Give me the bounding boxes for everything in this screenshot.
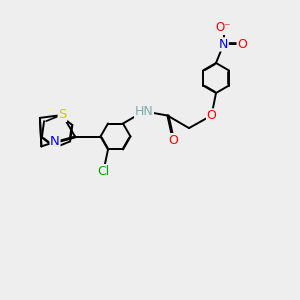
Text: O: O: [207, 109, 216, 122]
Text: N: N: [219, 38, 228, 51]
Text: O: O: [168, 134, 178, 147]
Text: Cl: Cl: [98, 165, 110, 178]
Text: HN: HN: [135, 105, 153, 118]
Text: N: N: [50, 135, 60, 148]
Text: S: S: [58, 108, 67, 122]
Text: O: O: [237, 38, 247, 51]
Text: O⁻: O⁻: [216, 21, 231, 34]
